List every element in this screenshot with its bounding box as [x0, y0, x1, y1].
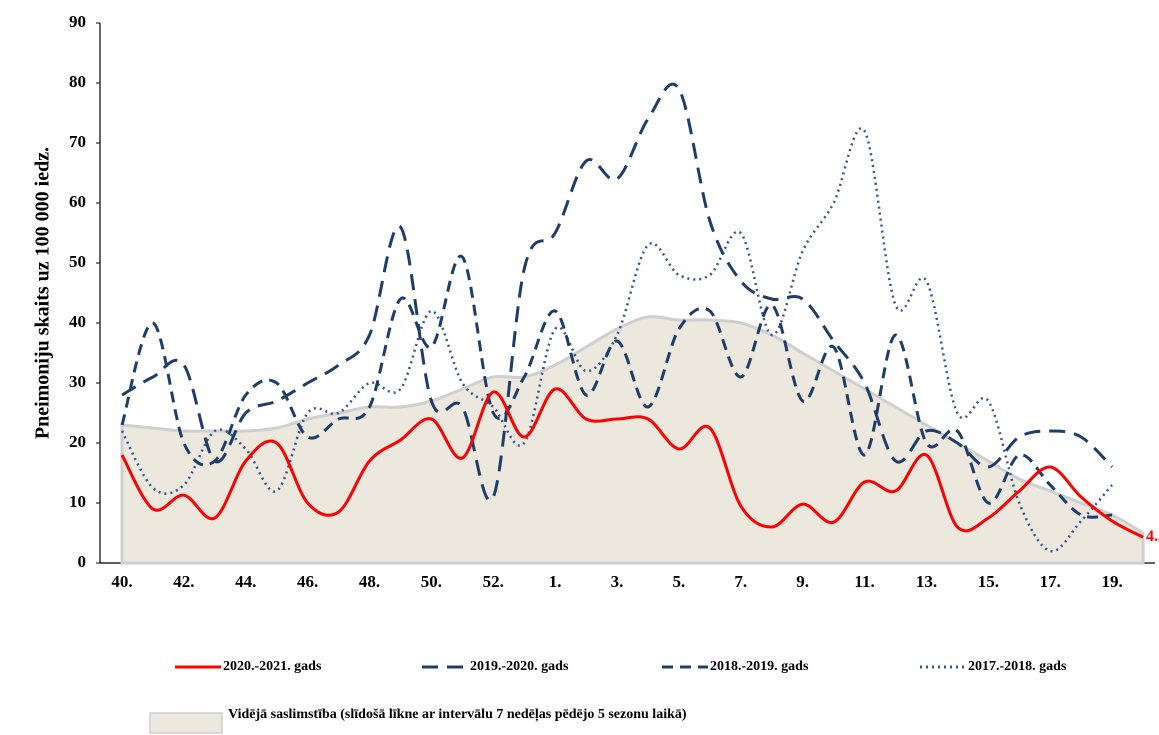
y-tick-label: 50: [69, 252, 86, 271]
data-label: 4.3: [1146, 528, 1159, 545]
x-tick-label: 48.: [359, 572, 380, 591]
x-tick-label: 13.: [916, 572, 937, 591]
y-tick-label: 60: [69, 192, 86, 211]
y-tick-label: 0: [78, 552, 87, 571]
y-axis-label: Pneimoniju skaits uz 100 000 iedz.: [32, 147, 54, 439]
line: [120, 254, 1113, 519]
legend-label: 2020.-2021. gads: [223, 659, 322, 674]
y-tick-label: 20: [69, 432, 86, 451]
line: [121, 82, 1114, 502]
x-tick-label: 15.: [978, 572, 999, 591]
x-tick-label: 17.: [1040, 572, 1061, 591]
x-tick-label: 44.: [235, 572, 256, 591]
legend-label: Vidējā saslimstība (slīdošā līkne ar int…: [228, 707, 687, 722]
y-tick-label: 10: [69, 492, 86, 511]
x-tick-label: 5.: [673, 572, 686, 591]
legend-label: 2017.-2018. gads: [968, 659, 1067, 674]
y-tick-label: 90: [69, 12, 86, 31]
x-tick-label: 52.: [483, 572, 504, 591]
line: [120, 387, 1144, 539]
y-tick-label: 30: [69, 372, 86, 391]
legend-label: 2019.-2020. gads: [470, 659, 569, 674]
y-tick-label: 80: [69, 72, 86, 91]
x-tick-label: 19.: [1101, 572, 1122, 591]
y-tick-label: 40: [69, 312, 86, 331]
x-tick-label: 42.: [173, 572, 194, 591]
x-tick-label: 7.: [734, 572, 747, 591]
x-tick-label: 3.: [611, 572, 624, 591]
x-tick-label: 9.: [796, 572, 809, 591]
legend-label: 2018.-2019. gads: [710, 659, 809, 674]
x-tick-label: 40.: [111, 572, 132, 591]
line: [120, 127, 1114, 553]
x-tick-label: 46.: [297, 572, 318, 591]
legend-swatch: [149, 712, 223, 734]
y-tick-label: 70: [69, 132, 86, 151]
area: [120, 315, 1145, 565]
x-tick-label: 1.: [549, 572, 562, 591]
x-tick-label: 50.: [421, 572, 442, 591]
x-tick-label: 11.: [854, 572, 874, 591]
